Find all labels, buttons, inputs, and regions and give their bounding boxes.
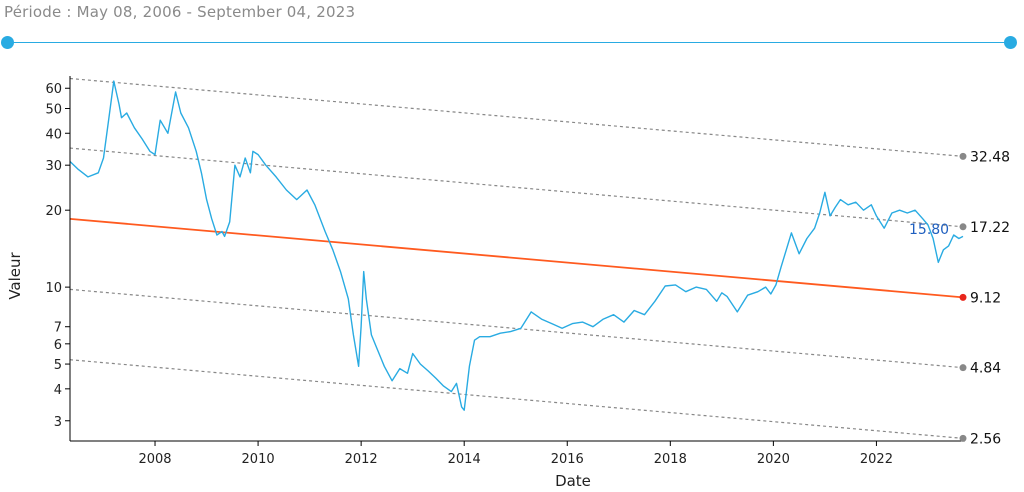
y-tick-label: 6 <box>54 338 62 353</box>
x-tick-label: 2014 <box>448 452 481 467</box>
y-axis-ticks: 3 4 5 6 7 10 20 30 40 50 60 <box>45 82 70 430</box>
channel-endpoint-dot <box>959 364 967 372</box>
x-tick-label: 2012 <box>345 452 378 467</box>
y-tick-label: 3 <box>54 415 62 430</box>
endpoint-value-label: 17.22 <box>970 220 1010 236</box>
y-tick-label: 50 <box>45 102 62 117</box>
x-tick-label: 2008 <box>138 452 171 467</box>
y-tick-label: 60 <box>45 82 62 97</box>
trend-endpoint-markers: 32.48 17.22 9.12 4.84 2.56 <box>959 149 1010 447</box>
regression-trend-line <box>69 217 964 299</box>
channel-line <box>69 288 964 369</box>
x-tick-label: 2018 <box>654 452 687 467</box>
slider-track[interactable] <box>7 42 1011 43</box>
x-tick-label: 2022 <box>860 452 893 467</box>
slider-end-handle[interactable] <box>1004 36 1017 49</box>
x-axis-ticks: 2008 2010 2012 2014 2016 2018 2020 2022 <box>138 441 893 467</box>
trend-channel-lines <box>69 77 964 439</box>
x-axis-title: Date <box>555 472 591 490</box>
y-axis-title: Valeur <box>6 251 24 299</box>
current-value-label: 15.80 <box>909 222 949 238</box>
y-tick-label: 10 <box>45 281 62 296</box>
slider-start-handle[interactable] <box>1 36 14 49</box>
channel-line <box>69 77 964 157</box>
channel-endpoint-dot <box>959 434 967 442</box>
channel-line <box>69 359 964 439</box>
y-tick-label: 30 <box>45 159 62 174</box>
x-tick-label: 2016 <box>551 452 584 467</box>
endpoint-value-label: 2.56 <box>970 431 1001 447</box>
x-tick-label: 2020 <box>757 452 790 467</box>
y-tick-label: 40 <box>45 127 62 142</box>
price-line <box>69 80 964 411</box>
endpoint-value-label: 32.48 <box>970 149 1010 165</box>
date-range-slider[interactable] <box>0 34 1024 52</box>
trend-endpoint-dot <box>959 293 967 301</box>
chart-axes <box>69 76 965 442</box>
channel-endpoint-dot <box>959 152 967 160</box>
y-tick-label: 5 <box>54 358 62 373</box>
y-tick-label: 4 <box>54 383 62 398</box>
endpoint-value-label: 4.84 <box>970 361 1001 377</box>
endpoint-value-label: 9.12 <box>970 290 1001 306</box>
y-tick-label: 7 <box>54 321 62 336</box>
price-series <box>69 80 964 411</box>
x-tick-label: 2010 <box>242 452 275 467</box>
y-tick-label: 20 <box>45 204 62 219</box>
channel-endpoint-dot <box>959 223 967 231</box>
period-label: Période : May 08, 2006 - September 04, 2… <box>4 3 356 21</box>
